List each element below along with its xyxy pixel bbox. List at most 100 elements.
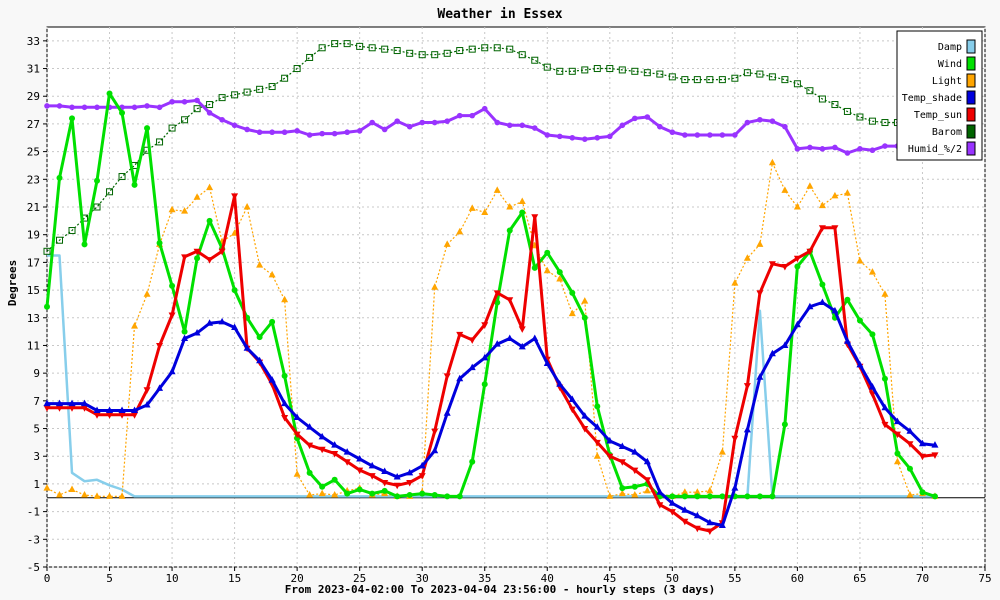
data-point bbox=[831, 101, 839, 109]
data-point bbox=[69, 115, 76, 122]
data-point bbox=[468, 363, 476, 371]
data-point bbox=[181, 116, 189, 124]
data-point bbox=[681, 76, 689, 84]
data-point bbox=[243, 203, 251, 210]
data-point bbox=[756, 70, 764, 78]
data-point bbox=[343, 448, 351, 455]
data-point bbox=[769, 493, 776, 500]
data-point bbox=[668, 73, 676, 81]
data-point bbox=[218, 248, 226, 256]
data-point bbox=[131, 412, 139, 419]
grid-lines bbox=[46, 27, 986, 568]
data-point bbox=[469, 112, 476, 119]
data-point bbox=[293, 413, 301, 420]
data-point bbox=[381, 45, 389, 53]
data-point bbox=[431, 446, 439, 454]
data-point bbox=[581, 297, 589, 304]
data-point bbox=[156, 342, 164, 350]
data-point bbox=[606, 492, 614, 499]
data-point bbox=[68, 399, 76, 407]
y-tick-label: 19 bbox=[27, 229, 40, 242]
data-point bbox=[694, 132, 701, 138]
y-tick-label: 3 bbox=[33, 450, 40, 463]
data-point bbox=[931, 452, 939, 459]
data-point bbox=[456, 47, 464, 55]
data-point bbox=[268, 376, 276, 383]
data-point bbox=[493, 44, 501, 52]
data-point bbox=[144, 103, 150, 109]
legend-swatch bbox=[966, 141, 976, 156]
data-point bbox=[506, 203, 514, 210]
legend-swatch bbox=[966, 124, 976, 139]
data-point bbox=[193, 193, 201, 200]
data-point bbox=[794, 263, 801, 270]
data-point bbox=[369, 119, 375, 126]
data-point bbox=[81, 241, 88, 248]
data-point bbox=[843, 189, 851, 196]
data-point bbox=[531, 56, 539, 64]
data-point bbox=[93, 203, 101, 211]
data-point bbox=[256, 261, 264, 268]
data-point bbox=[656, 488, 664, 495]
data-point bbox=[344, 490, 351, 497]
data-point bbox=[456, 331, 464, 339]
data-point bbox=[644, 114, 651, 120]
data-point bbox=[443, 240, 451, 247]
data-point bbox=[443, 49, 451, 57]
data-point bbox=[581, 412, 589, 419]
data-point bbox=[744, 493, 751, 500]
data-point bbox=[544, 132, 551, 138]
data-point bbox=[618, 459, 626, 466]
data-point bbox=[893, 457, 901, 465]
data-point bbox=[556, 133, 563, 140]
data-point bbox=[81, 399, 89, 407]
data-point bbox=[93, 406, 101, 414]
data-point bbox=[181, 328, 188, 335]
data-point bbox=[106, 412, 114, 419]
data-point bbox=[568, 309, 576, 317]
data-point bbox=[893, 431, 901, 439]
data-point bbox=[118, 412, 126, 419]
data-point bbox=[768, 73, 776, 81]
data-point bbox=[56, 399, 64, 407]
chart-title: Weather in Essex bbox=[437, 7, 562, 22]
y-tick-label: 25 bbox=[27, 146, 40, 159]
data-point bbox=[206, 257, 214, 264]
data-point bbox=[306, 491, 314, 498]
data-point bbox=[269, 318, 276, 325]
data-point bbox=[893, 417, 901, 425]
data-point bbox=[131, 322, 139, 329]
data-point bbox=[456, 227, 464, 235]
data-point bbox=[244, 126, 250, 133]
data-point bbox=[506, 334, 514, 342]
data-point bbox=[293, 470, 301, 477]
y-tick-label: 27 bbox=[27, 118, 40, 131]
data-point bbox=[707, 132, 713, 138]
data-point bbox=[806, 87, 814, 95]
data-point bbox=[419, 490, 426, 497]
x-tick-label: 10 bbox=[165, 572, 178, 585]
data-point bbox=[768, 158, 776, 166]
data-point bbox=[118, 406, 126, 414]
data-point bbox=[632, 115, 638, 122]
data-point bbox=[206, 101, 214, 109]
data-point bbox=[618, 66, 626, 74]
data-point bbox=[819, 281, 826, 288]
data-point bbox=[56, 491, 64, 498]
data-point bbox=[181, 254, 189, 261]
data-point bbox=[431, 428, 439, 436]
data-point bbox=[131, 406, 139, 414]
data-point bbox=[618, 442, 626, 450]
data-point bbox=[918, 439, 926, 447]
y-tick-label: 15 bbox=[27, 284, 40, 297]
data-point bbox=[718, 521, 726, 528]
data-point bbox=[832, 144, 838, 151]
data-point bbox=[481, 353, 489, 361]
data-point bbox=[256, 129, 263, 136]
data-point bbox=[794, 146, 801, 152]
data-point bbox=[793, 203, 801, 210]
data-point bbox=[381, 126, 388, 133]
x-axis-label: From 2023-04-02:00 To 2023-04-04 23:56:0… bbox=[285, 583, 715, 596]
data-point bbox=[456, 112, 463, 119]
data-point bbox=[506, 227, 513, 234]
